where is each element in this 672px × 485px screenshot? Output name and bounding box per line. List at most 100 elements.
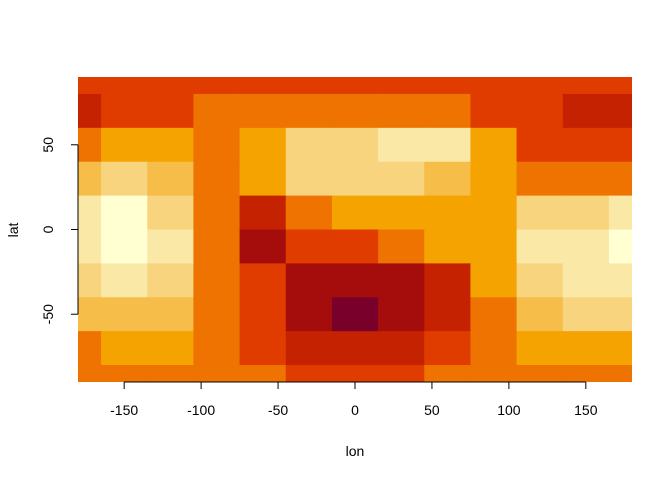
heat-cell [193, 195, 241, 230]
heat-cell [239, 365, 287, 382]
heat-cell [147, 195, 194, 230]
heat-cell [101, 263, 148, 298]
heat-cell [239, 229, 287, 264]
x-tick-label: -100 [187, 402, 215, 418]
heat-cell [470, 365, 518, 382]
heat-cell [239, 161, 287, 197]
heat-cell [378, 77, 425, 95]
heat-cell [147, 365, 194, 382]
heat-cell [516, 77, 564, 95]
heat-cell [239, 263, 287, 298]
x-tick-label: -150 [110, 402, 138, 418]
heat-cell [147, 161, 194, 197]
heat-cell [147, 77, 194, 95]
heat-cell [424, 331, 471, 366]
heat-cell [608, 331, 632, 366]
heat-cell [378, 263, 425, 298]
heat-cell [562, 93, 610, 129]
heat-cell [516, 195, 564, 230]
heat-cell [101, 195, 148, 230]
heat-cell [470, 77, 518, 95]
heat-cell [470, 93, 518, 129]
heat-cell [470, 297, 518, 332]
heat-cell [608, 127, 632, 163]
heat-cell [331, 297, 379, 332]
heat-cell [239, 93, 287, 129]
heat-cell [101, 331, 148, 366]
heat-cell [378, 161, 425, 197]
heat-cell [608, 229, 632, 264]
heat-cell [562, 127, 610, 163]
heat-cell [424, 229, 471, 264]
heat-cell [78, 127, 102, 163]
heat-cell [239, 127, 287, 163]
heat-cell [424, 365, 471, 382]
heat-cell [378, 93, 425, 129]
heat-cell [331, 161, 379, 197]
heat-cell [378, 365, 425, 382]
heat-cell [78, 331, 102, 366]
heat-cell [193, 127, 241, 163]
x-tick-label: 50 [424, 402, 440, 418]
heat-cell [193, 161, 241, 197]
heat-cell [239, 297, 287, 332]
heat-cell [470, 263, 518, 298]
heat-cell [470, 127, 518, 163]
heatmap [78, 77, 632, 382]
heat-cell [78, 365, 102, 382]
heat-cell [562, 297, 610, 332]
heat-cell [424, 93, 471, 129]
heat-cell [424, 161, 471, 197]
heat-cell [516, 229, 564, 264]
heat-cell [424, 297, 471, 332]
heat-cell [608, 93, 632, 129]
heat-cell [470, 161, 518, 197]
heat-cell [78, 93, 102, 129]
y-tick-label: 50 [40, 137, 56, 153]
heat-cell [331, 195, 379, 230]
heat-cell [378, 229, 425, 264]
heat-cell [562, 331, 610, 366]
heat-cell [608, 297, 632, 332]
heat-cell [78, 263, 102, 298]
heat-cell [378, 127, 425, 163]
heat-cell [424, 77, 471, 95]
heat-cell [285, 161, 333, 197]
heat-cell [101, 161, 148, 197]
x-tick-label: 0 [351, 402, 359, 418]
heat-cell [285, 263, 333, 298]
heat-cell [193, 77, 241, 95]
heat-cell [193, 331, 241, 366]
heat-cell [101, 365, 148, 382]
heat-cell [147, 263, 194, 298]
heat-cell [608, 195, 632, 230]
x-axis-label: lon [346, 443, 365, 459]
heat-cell [424, 195, 471, 230]
heat-cell [285, 195, 333, 230]
heat-cell [193, 263, 241, 298]
heat-cell [516, 127, 564, 163]
heat-cell [562, 263, 610, 298]
x-tick-label: -50 [268, 402, 288, 418]
heat-cell [424, 127, 471, 163]
heat-cell [193, 93, 241, 129]
heat-cell [193, 365, 241, 382]
heat-cell [331, 229, 379, 264]
heat-cell [101, 127, 148, 163]
heat-cell [516, 263, 564, 298]
heat-cell [378, 297, 425, 332]
x-tick-label: 150 [574, 402, 598, 418]
heat-cell [147, 331, 194, 366]
heat-cell [331, 127, 379, 163]
heat-cell [285, 297, 333, 332]
y-axis-label: lat [5, 223, 21, 238]
heat-cell [285, 365, 333, 382]
heat-cell [239, 77, 287, 95]
heat-cell [331, 93, 379, 129]
heat-cell [285, 331, 333, 366]
heat-cell [101, 77, 148, 95]
heat-cell [516, 297, 564, 332]
heat-cell [608, 77, 632, 95]
heat-cell [516, 93, 564, 129]
